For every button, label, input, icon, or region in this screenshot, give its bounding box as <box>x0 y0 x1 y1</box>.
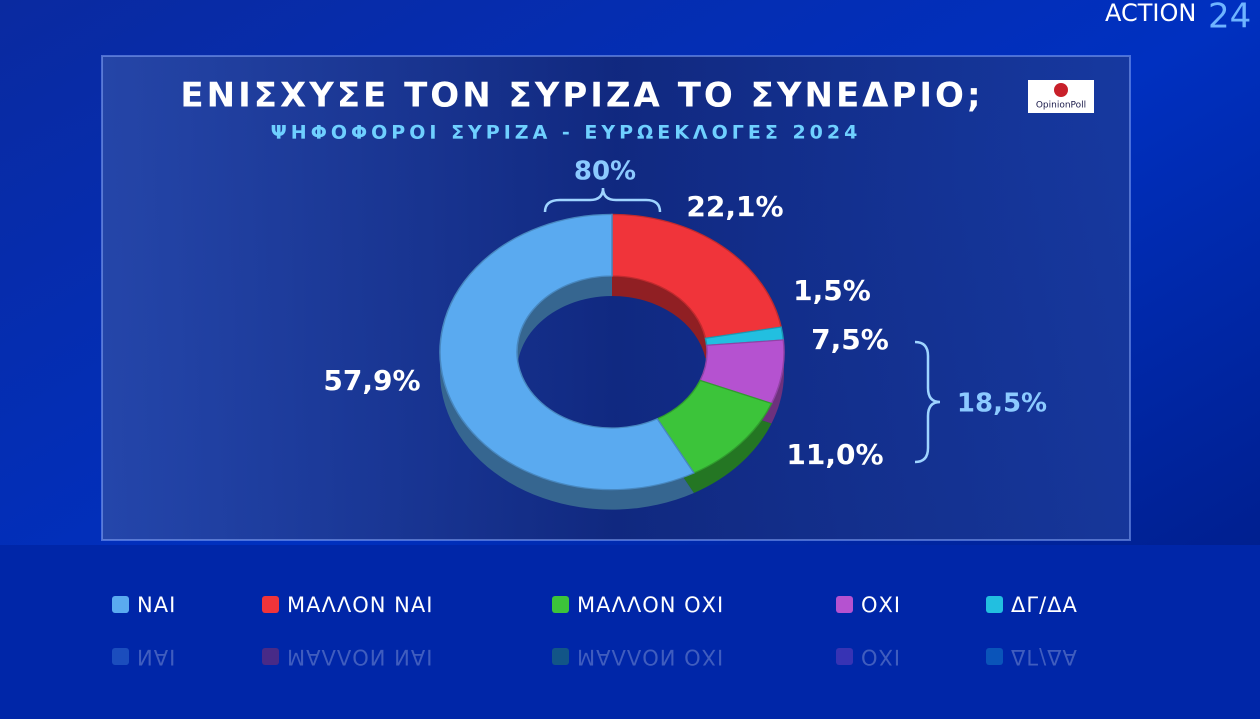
donut <box>439 213 785 491</box>
legend-label-reflection: ΜΑΛΛΟΝ ΝΑΙ <box>287 645 433 669</box>
legend-swatch-reflection <box>836 648 853 665</box>
annotation: 18,5% <box>957 389 1047 419</box>
annotation-brace <box>914 340 941 464</box>
legend-label: ΝΑΙ <box>137 593 176 617</box>
legend-swatch <box>112 596 129 613</box>
value-label: 22,1% <box>686 190 783 223</box>
value-label: 11,0% <box>786 438 883 471</box>
legend-label-reflection: ΜΑΛΛΟΝ ΟΧΙ <box>577 645 724 669</box>
value-label: 1,5% <box>793 274 871 307</box>
legend-swatch-reflection <box>986 648 1003 665</box>
legend-swatch-reflection <box>262 648 279 665</box>
legend-swatch <box>552 596 569 613</box>
value-label: 57,9% <box>323 364 420 397</box>
floor <box>0 545 1260 719</box>
source-logo-icon <box>1054 83 1068 97</box>
source-logo: OpinionPoll <box>1036 101 1086 111</box>
legend-swatch-reflection <box>112 648 129 665</box>
chart-title: ΕΝΙΣΧΥΣΕ ΤΟΝ ΣΥΡΙΖΑ ΤΟ ΣΥΝΕΔΡΙΟ; <box>180 76 983 116</box>
legend-label-reflection: ΝΑΙ <box>137 645 176 669</box>
slice <box>439 213 695 491</box>
legend-swatch-reflection <box>552 648 569 665</box>
legend-swatch <box>262 596 279 613</box>
legend-swatch <box>836 596 853 613</box>
legend-label: ΜΑΛΛΟΝ ΟΧΙ <box>577 593 724 617</box>
legend-label-reflection: ΟΧΙ <box>861 645 901 669</box>
annotation: 80% <box>574 157 636 187</box>
annotation-brace <box>543 187 662 213</box>
legend-label: ΜΑΛΛΟΝ ΝΑΙ <box>287 593 433 617</box>
legend-label-reflection: ΔΓ/ΔΑ <box>1011 645 1078 669</box>
logo-name: ACTION <box>1105 0 1196 27</box>
slice <box>611 213 783 339</box>
chart-subtitle: ΨΗΦΟΦΟΡΟΙ ΣΥΡΙΖΑ - ΕΥΡΩΕΚΛΟΓΕΣ 2024 <box>271 122 862 144</box>
legend-label: ΔΓ/ΔΑ <box>1011 593 1078 617</box>
legend-label: ΟΧΙ <box>861 593 901 617</box>
legend-swatch <box>986 596 1003 613</box>
value-label: 7,5% <box>811 323 889 356</box>
logo-number: 24 <box>1208 0 1251 37</box>
